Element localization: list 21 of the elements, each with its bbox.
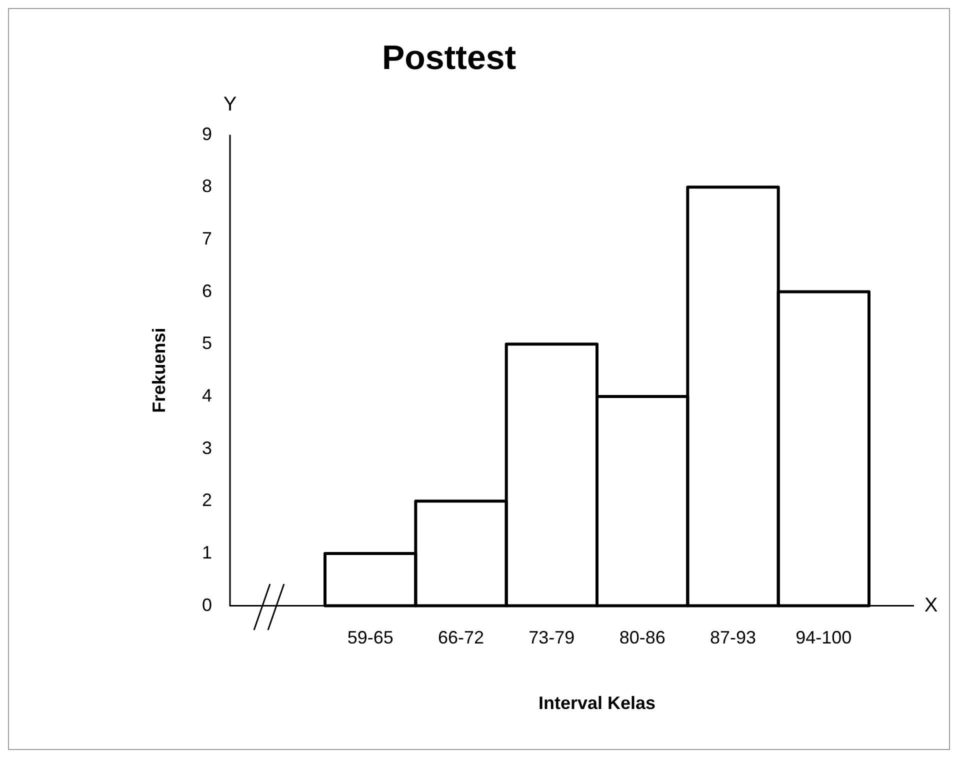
y-tick-label: 6 xyxy=(202,280,212,301)
y-tick-label: 5 xyxy=(202,333,212,354)
y-tick-label: 8 xyxy=(202,176,212,196)
chart-title: Posttest xyxy=(382,38,516,77)
x-tick-label: 80-86 xyxy=(619,628,666,648)
y-tick-label: 2 xyxy=(202,490,212,510)
y-tick-label: 7 xyxy=(202,228,212,248)
y-tick-label: 0 xyxy=(202,594,212,615)
x-tick-label: 87-93 xyxy=(710,628,756,648)
x-tick-label: 59-65 xyxy=(347,628,394,648)
x-tick-label: 94-100 xyxy=(796,628,852,648)
x-tick-label: 73-79 xyxy=(528,628,575,648)
text: Y xyxy=(223,93,237,116)
y-tick-label: 4 xyxy=(202,385,212,406)
x-tick-label: 66-72 xyxy=(438,628,484,648)
y-tick-label: 9 xyxy=(202,124,212,144)
y-tick-label: 1 xyxy=(202,542,212,562)
x-axis-title: Interval Kelas xyxy=(538,693,656,714)
y-tick-label: 3 xyxy=(202,438,212,458)
text: X xyxy=(924,594,938,616)
y-axis-title: Frekuensi xyxy=(148,328,169,413)
